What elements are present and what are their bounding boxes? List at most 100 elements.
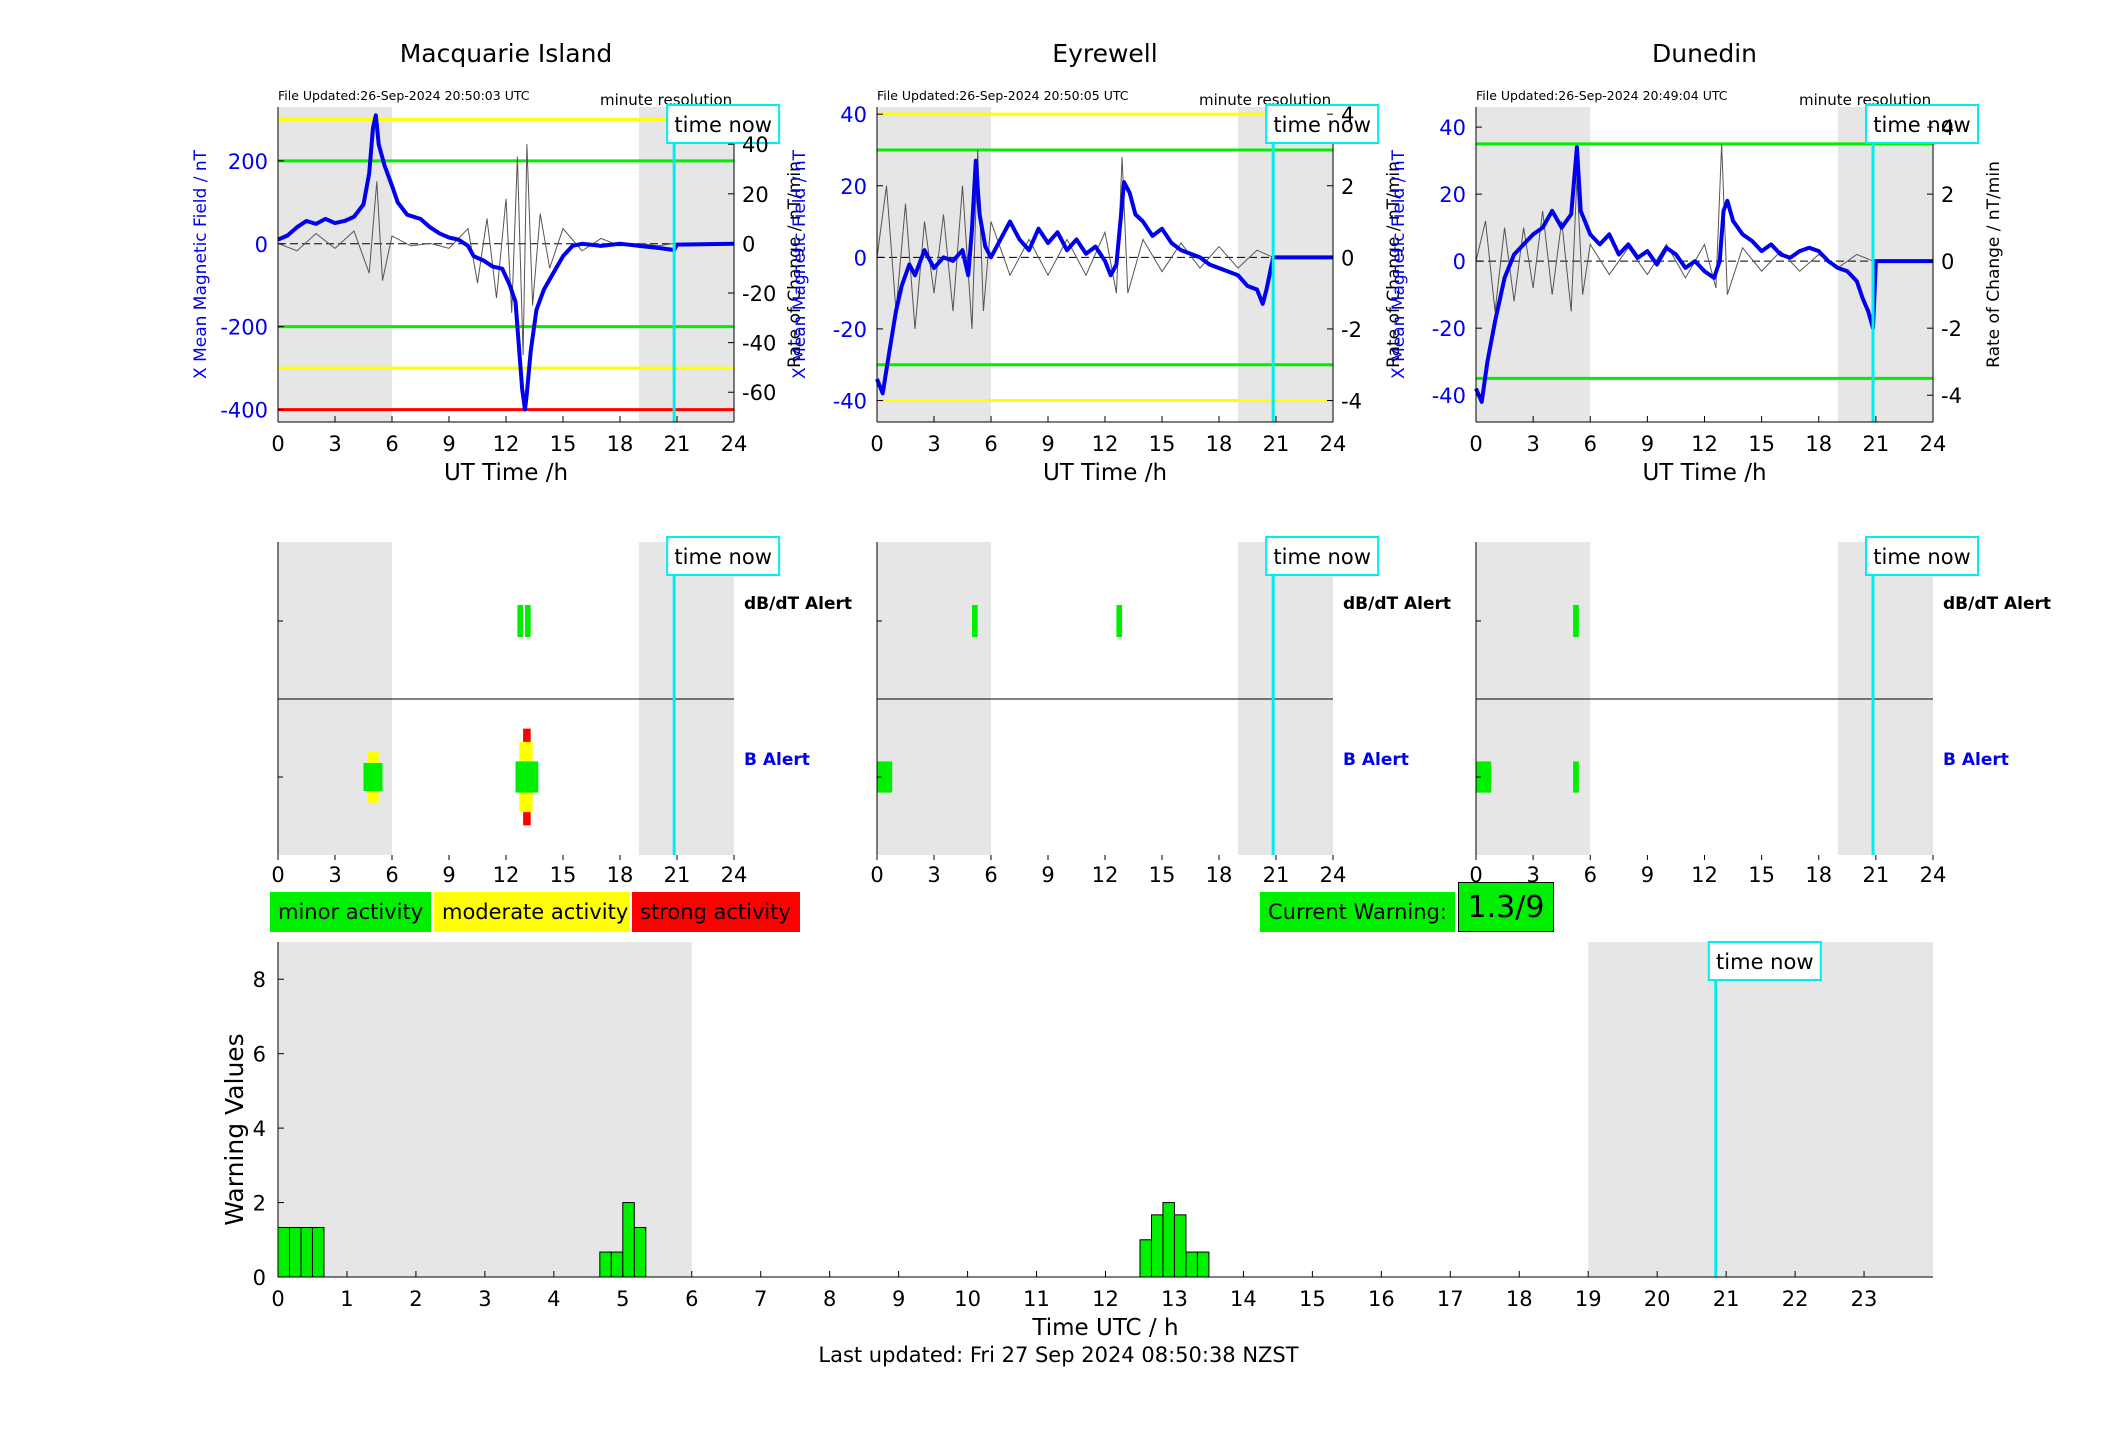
panel-3-xlabel: UT Time /h: [1642, 460, 1766, 486]
panel-3-field-series: [1474, 145, 1933, 404]
warning-xtick-label: 7: [754, 1287, 767, 1311]
panel-3-alert-xtick-label: 3: [1526, 863, 1539, 887]
panel-1-file-updated: File Updated:26-Sep-2024 20:50:03 UTC: [278, 88, 530, 103]
panel-3-xtick-label: 0: [1469, 432, 1482, 456]
warning-xlabel: Time UTC / h: [1031, 1315, 1178, 1341]
panel-1-y2tick-label: -20: [742, 282, 776, 306]
legend-minor-activity: minor activity: [278, 900, 424, 924]
panel-3-alert-xtick-label: 6: [1584, 863, 1597, 887]
panel-3-alert-xtick-label: 15: [1748, 863, 1775, 887]
warning-xtick-label: 23: [1851, 1287, 1878, 1311]
panel-3-ytick-label: -20: [1432, 317, 1466, 341]
warning-xtick-label: 3: [478, 1287, 491, 1311]
panel-2-xtick-label: 0: [870, 432, 883, 456]
warning-xtick-label: 5: [616, 1287, 629, 1311]
panel-2-y2tick-label: 2: [1341, 175, 1354, 199]
panel-1-alert-xtick-label: 24: [721, 863, 748, 887]
panel-1-night-shade: [639, 107, 734, 422]
current-warning-label: Current Warning:: [1268, 900, 1447, 924]
warning-bar: [610, 1251, 624, 1278]
panel-3-alert-time-now-label: time now: [1873, 545, 1970, 569]
warning-xtick-label: 1: [340, 1287, 353, 1311]
panel-1-alert-xtick-label: 0: [271, 863, 284, 887]
panel-3-time-now-label: time now: [1873, 113, 1970, 137]
panel-2-alert-xtick-label: 9: [1041, 863, 1054, 887]
panel-2-dbdt-alert-mark: [1116, 605, 1123, 637]
warning-xtick-label: 20: [1644, 1287, 1671, 1311]
warning-xtick-label: 2: [409, 1287, 422, 1311]
panel-3-alert-xtick-label: 21: [1863, 863, 1890, 887]
panel-1-alert-xtick-label: 15: [550, 863, 577, 887]
panel-1-alert-time-now-box: [666, 536, 781, 576]
panel-2-time-now-label: time now: [1273, 113, 1370, 137]
warning-xtick-label: 18: [1506, 1287, 1533, 1311]
panel-2-xtick-label: 18: [1206, 432, 1233, 456]
panel-1-y2tick-label: 20: [742, 183, 769, 207]
panel-3-station-title: Dunedin: [1652, 39, 1757, 68]
warning-time-now-box: [1707, 941, 1822, 981]
panel-1-station-title: Macquarie Island: [400, 39, 613, 68]
legend-minor-swatch: [270, 892, 431, 932]
panel-3-y2tick-label: 0: [1941, 250, 1954, 274]
panel-1-xtick-label: 3: [328, 432, 341, 456]
panel-1-alert-xtick-label: 21: [664, 863, 691, 887]
panel-3-rate-series: [1475, 143, 1933, 312]
legend-moderate-swatch: [434, 892, 630, 932]
warning-xtick-label: 12: [1092, 1287, 1119, 1311]
panel-3-alert-xtick-label: 9: [1641, 863, 1654, 887]
panel-3-b-alert-mark: [1573, 761, 1579, 793]
panel-3-xtick-label: 6: [1584, 432, 1597, 456]
panel-2-right-ylabel: Rate of Change / nT/min: [1384, 161, 1404, 368]
panel-1-xtick-label: 0: [271, 432, 284, 456]
panel-2-y2tick-label: -4: [1341, 390, 1362, 414]
warning-xtick-label: 16: [1368, 1287, 1395, 1311]
warning-bar: [1139, 1239, 1152, 1278]
panel-1-xtick-label: 21: [664, 432, 691, 456]
warning-bar: [1150, 1214, 1164, 1278]
warning-bar: [277, 1226, 290, 1278]
panel-3-file-updated: File Updated:26-Sep-2024 20:49:04 UTC: [1476, 88, 1728, 103]
warning-bar: [300, 1226, 313, 1278]
panel-1-b-alert-mark: [515, 761, 539, 793]
panel-1-b-alert-mark: [363, 762, 383, 792]
panel-2-ytick-label: 20: [840, 175, 867, 199]
panel-2-xtick-label: 12: [1092, 432, 1119, 456]
footer-last-updated: Last updated: Fri 27 Sep 2024 08:50:38 N…: [818, 1343, 1299, 1367]
warning-xtick-label: 19: [1575, 1287, 1602, 1311]
panel-1-alert-xtick-label: 12: [493, 863, 520, 887]
panel-2-alert-xtick-label: 12: [1092, 863, 1119, 887]
warning-ytick-label: 2: [253, 1192, 266, 1216]
panel-1-dbdt-alert-mark: [517, 605, 524, 637]
panel-2-alert-xtick-label: 21: [1263, 863, 1290, 887]
panel-2-time-now-box: [1265, 104, 1380, 144]
warning-ylabel: Warning Values: [220, 1033, 249, 1225]
panel-3-xtick-label: 15: [1748, 432, 1775, 456]
panel-3-night-shade: [1837, 107, 1933, 422]
panel-2-xtick-label: 9: [1041, 432, 1054, 456]
warning-xtick-label: 17: [1437, 1287, 1464, 1311]
panel-1-left-ylabel: X Mean Magnetic Field / nT: [191, 149, 211, 379]
warning-xtick-label: 4: [547, 1287, 560, 1311]
warning-xtick-label: 9: [892, 1287, 905, 1311]
panel-3-left-ylabel: X Mean Magnetic Field / nT: [1389, 149, 1409, 379]
panel-3-xtick-label: 9: [1641, 432, 1654, 456]
panel-2-alert-xtick-label: 15: [1149, 863, 1176, 887]
warning-xtick-label: 8: [823, 1287, 836, 1311]
panel-2-y2tick-label: -2: [1341, 318, 1362, 342]
current-warning-value-swatch: [1458, 882, 1554, 932]
panel-3-b-label: B Alert: [1943, 750, 2009, 770]
panel-1-alert-xtick-label: 6: [385, 863, 398, 887]
panel-3-ytick-label: 40: [1439, 116, 1466, 140]
panel-2-left-ylabel: X Mean Magnetic Field / nT: [790, 149, 810, 379]
panel-3-xtick-label: 18: [1805, 432, 1832, 456]
panel-3-y2tick-label: -2: [1941, 317, 1962, 341]
panel-3-ytick-label: 20: [1439, 183, 1466, 207]
legend-strong-swatch: [632, 892, 800, 932]
panel-3-time-now-box: [1865, 104, 1980, 144]
warning-xtick-label: 21: [1713, 1287, 1740, 1311]
panel-2-field-series: [875, 158, 1333, 396]
panel-3-xtick-label: 12: [1691, 432, 1718, 456]
warning-xtick-label: 6: [685, 1287, 698, 1311]
panel-3-ytick-label: 0: [1453, 250, 1466, 274]
